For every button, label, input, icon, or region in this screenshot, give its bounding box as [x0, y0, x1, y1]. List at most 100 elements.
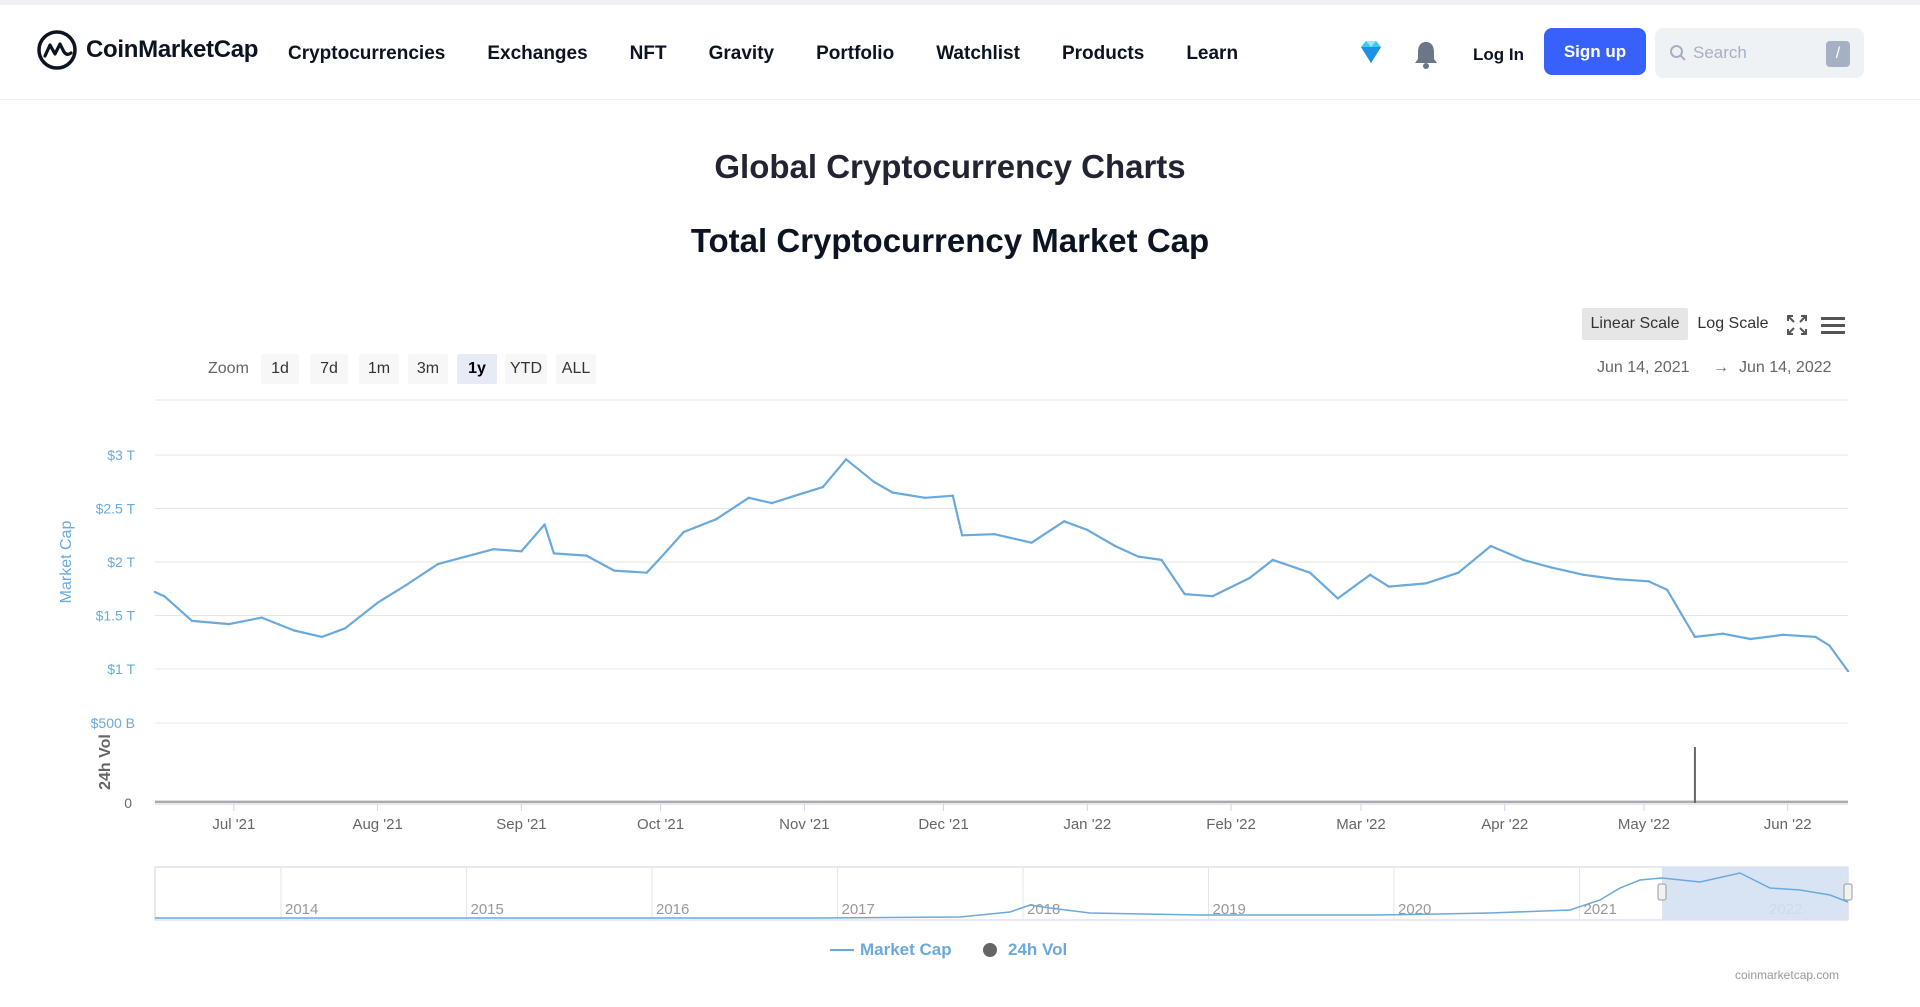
site-header: CoinMarketCap Cryptocurrencies Exchanges…: [0, 5, 1920, 100]
nav-cryptocurrencies[interactable]: Cryptocurrencies: [288, 43, 446, 64]
nav-learn[interactable]: Learn: [1186, 43, 1239, 64]
x-tick-label: Oct '21: [637, 816, 684, 833]
y-tick-label: $2 T: [107, 554, 135, 570]
legend-market-cap-label: Market Cap: [860, 940, 952, 959]
nav-nft[interactable]: NFT: [629, 43, 667, 64]
market-cap-point: [1614, 577, 1618, 581]
market-cap-point: [1086, 528, 1089, 532]
market-cap-point: [585, 554, 588, 557]
chart-title: Total Cryptocurrency Market Cap: [690, 222, 1210, 259]
range-end-input[interactable]: Jun 14, 2022: [1739, 359, 1832, 376]
y-axis-title: Market Cap: [58, 521, 75, 604]
x-tick-label: Aug '21: [352, 816, 402, 833]
market-cap-point: [464, 555, 467, 558]
legend-24h-vol-label: 24h Vol: [1008, 940, 1068, 959]
market-cap-point: [1582, 573, 1585, 576]
market-cap-point: [320, 635, 324, 639]
zoom-ytd-button[interactable]: YTD: [505, 354, 547, 384]
x-tick-label: Feb '22: [1206, 816, 1256, 833]
market-cap-point: [1522, 558, 1525, 562]
market-cap-point: [872, 480, 876, 483]
market-cap-point: [344, 627, 347, 630]
search-input[interactable]: Search /: [1655, 28, 1864, 78]
x-tick-label: Jul '21: [212, 816, 255, 833]
market-cap-point: [613, 569, 616, 572]
zoom-all-button[interactable]: ALL: [556, 354, 596, 384]
top-border: [0, 0, 1920, 5]
market-cap-point: [1183, 592, 1186, 596]
log-scale-button[interactable]: Log Scale: [1697, 315, 1769, 332]
market-cap-point: [436, 562, 440, 566]
market-cap-point: [770, 501, 774, 505]
market-cap-point: [682, 530, 685, 534]
nav-portfolio[interactable]: Portfolio: [816, 43, 895, 64]
market-cap-point: [520, 550, 523, 553]
market-cap-point: [659, 556, 662, 559]
legend-line-icon: [830, 949, 854, 951]
market-cap-point: [1137, 555, 1140, 558]
market-cap-point: [1665, 588, 1669, 591]
range-start-input[interactable]: Jun 14, 2021: [1597, 359, 1690, 376]
market-cap-point: [1647, 580, 1650, 583]
legend-dot-icon: [983, 943, 997, 957]
market-cap-point: [1062, 520, 1066, 523]
y-tick-label: $2.5 T: [96, 501, 136, 517]
fullscreen-icon[interactable]: [1786, 314, 1808, 336]
nav-gravity[interactable]: Gravity: [708, 43, 775, 64]
market-cap-point: [492, 548, 495, 551]
volume-spike-bar: [1693, 747, 1696, 803]
linear-scale-button[interactable]: Linear Scale: [1582, 308, 1688, 340]
x-tick-label: Jun '22: [1764, 816, 1812, 833]
legend-24h-vol[interactable]: 24h Vol: [982, 940, 1067, 960]
market-cap-point: [951, 494, 954, 497]
zoom-3m-button[interactable]: 3m: [408, 354, 448, 384]
market-cap-line: [154, 458, 1849, 672]
market-cap-point: [1271, 558, 1275, 562]
volume-tick-label: 0: [124, 795, 132, 811]
zoom-1d-button[interactable]: 1d: [261, 354, 299, 384]
signup-button[interactable]: Sign up: [1544, 28, 1646, 75]
x-tick-label: Jan '22: [1063, 816, 1111, 833]
market-cap-point: [793, 494, 797, 497]
x-tick-label: Nov '21: [779, 816, 829, 833]
zoom-1y-button[interactable]: 1y: [457, 354, 497, 384]
market-cap-point: [163, 595, 166, 598]
search-placeholder: Search: [1693, 43, 1747, 62]
market-cap-point: [190, 619, 194, 623]
hamburger-menu-icon[interactable]: [1820, 314, 1846, 336]
market-cap-point: [1248, 576, 1251, 580]
legend-market-cap[interactable]: Market Cap: [830, 940, 952, 960]
market-cap-point: [1113, 544, 1117, 548]
market-cap-point: [1457, 571, 1460, 574]
market-cap-point: [993, 533, 996, 536]
zoom-7d-button[interactable]: 7d: [310, 354, 348, 384]
bell-icon[interactable]: [1413, 39, 1439, 69]
market-cap-point: [645, 571, 648, 574]
nav-exchanges[interactable]: Exchanges: [487, 43, 588, 64]
market-cap-point: [1160, 558, 1163, 562]
market-cap-point: [891, 491, 894, 494]
volume-baseline-bars: [155, 800, 1848, 803]
market-cap-point: [543, 523, 546, 526]
credit-link[interactable]: coinmarketcap.com: [1735, 968, 1840, 982]
main-nav: Cryptocurrencies Exchanges NFT Gravity P…: [288, 43, 1280, 65]
market-cap-point: [1336, 597, 1340, 600]
market-cap-point: [153, 590, 157, 594]
navigator-year-label: 2017: [842, 901, 875, 918]
nav-watchlist[interactable]: Watchlist: [936, 43, 1020, 64]
nav-products[interactable]: Products: [1061, 43, 1145, 64]
zoom-1m-button[interactable]: 1m: [359, 354, 399, 384]
login-link[interactable]: Log In: [1473, 45, 1524, 64]
navigator-year-label: 2018: [1027, 901, 1060, 918]
y-tick-label: $1 T: [107, 661, 135, 677]
navigator-line: [155, 872, 1849, 919]
market-cap-point: [1424, 582, 1428, 585]
diamond-icon[interactable]: [1357, 39, 1385, 65]
logo[interactable]: CoinMarketCap: [36, 29, 258, 71]
market-cap-point: [293, 629, 296, 632]
market-cap-point: [715, 518, 718, 521]
logo-text: CoinMarketCap: [86, 36, 259, 63]
volume-axis-title: 24h Vol: [97, 734, 114, 790]
market-cap-point: [1781, 633, 1785, 636]
